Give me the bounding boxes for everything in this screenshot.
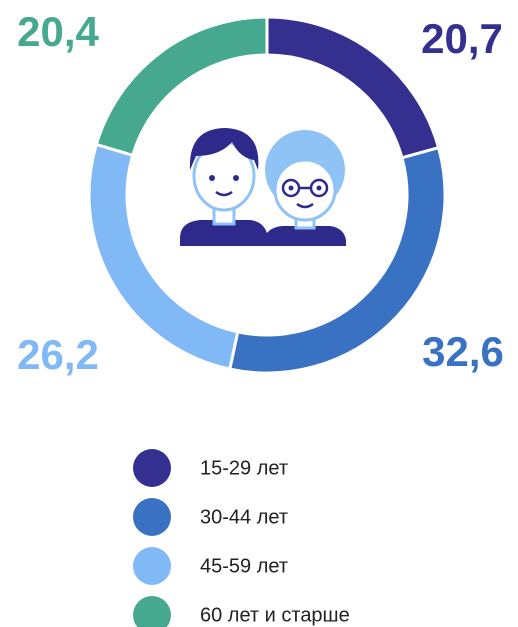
value-label: 20,4 <box>17 8 99 55</box>
value-label: 20,7 <box>421 15 503 62</box>
value-label: 26,2 <box>17 331 99 378</box>
legend-swatch <box>133 596 171 627</box>
legend-label: 15-29 лет <box>200 457 288 479</box>
value-label: 32,6 <box>422 328 504 375</box>
legend-label: 60 лет и старше <box>200 604 350 626</box>
legend-swatch <box>133 498 171 536</box>
legend-swatch <box>133 449 171 487</box>
legend-swatch <box>133 547 171 585</box>
chart: 20,7 32,6 26,2 20,4 15-29 лет 30-44 лет 45-59… <box>0 0 518 627</box>
legend-label: 45-59 лет <box>200 555 288 577</box>
people-icon <box>180 128 346 246</box>
legend-label: 30-44 лет <box>200 506 288 528</box>
